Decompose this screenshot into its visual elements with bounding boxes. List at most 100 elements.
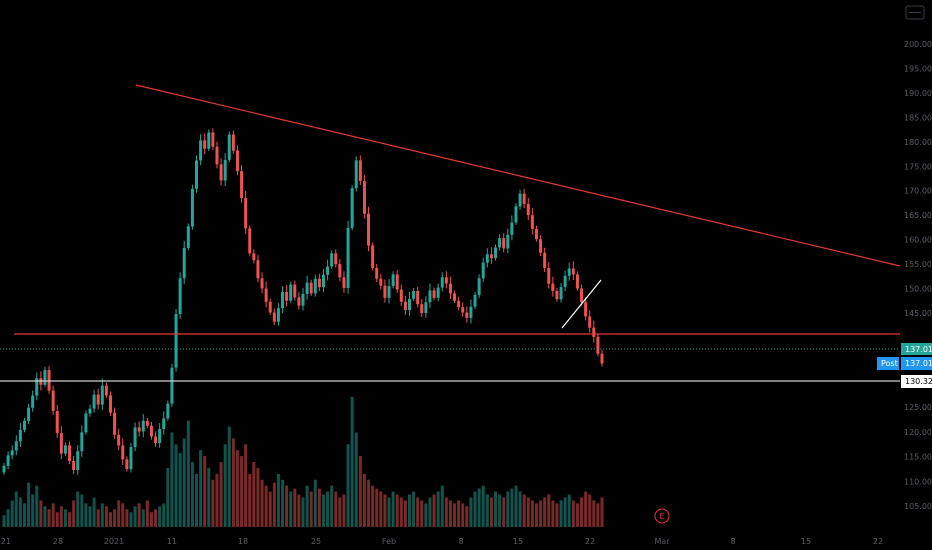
candle-body — [375, 268, 379, 279]
x-axis-tick: 15 — [801, 537, 811, 546]
candle-body — [203, 140, 207, 149]
candle-body — [551, 283, 555, 291]
volume-bar — [84, 503, 88, 527]
x-axis-tick: Feb — [382, 537, 396, 546]
volume-bar — [391, 491, 395, 527]
volume-bar — [461, 503, 465, 527]
candle-body — [207, 132, 211, 149]
candle-body — [379, 278, 383, 286]
volume-bar — [244, 444, 248, 527]
volume-bar — [63, 509, 67, 527]
candle-body — [567, 268, 571, 276]
candle-body — [588, 316, 592, 328]
candle-body — [506, 234, 510, 249]
volume-bar — [313, 479, 317, 527]
candle-body — [440, 277, 444, 288]
candle-body — [244, 198, 248, 229]
top-right-controls[interactable] — [905, 5, 925, 20]
volume-bar — [154, 509, 158, 527]
price-candles — [2, 128, 604, 475]
candle-body — [248, 228, 252, 254]
y-axis-tick: 155.00 — [904, 260, 932, 269]
y-axis-tick: 195.00 — [904, 64, 932, 73]
volume-bar — [170, 432, 174, 527]
candle-body — [416, 290, 420, 305]
candle-body — [305, 282, 309, 294]
candle-body — [575, 274, 579, 289]
volume-bar — [407, 494, 411, 527]
volume-bar — [55, 512, 59, 527]
settings-icon[interactable] — [905, 5, 925, 20]
x-axis-tick: 15 — [513, 537, 523, 546]
candle-body — [264, 288, 268, 302]
candle-body — [367, 213, 371, 246]
volume-bar — [539, 500, 543, 527]
volume-bar — [448, 500, 452, 527]
volume-bar — [158, 506, 162, 527]
candle-body — [108, 395, 112, 413]
last-price-label: 137.01 — [905, 345, 932, 354]
candle-body — [195, 160, 199, 189]
volume-bar — [47, 509, 51, 527]
candle-body — [14, 441, 18, 451]
x-axis-tick: 22 — [585, 537, 595, 546]
volume-bar — [195, 473, 199, 527]
volume-bar — [477, 488, 481, 527]
volume-bar — [440, 485, 444, 527]
candle-body — [539, 239, 543, 253]
volume-bar — [227, 426, 231, 527]
volume-bar — [498, 494, 502, 527]
post-price-label: 137.01 — [905, 359, 932, 368]
volume-bar — [256, 467, 260, 527]
volume-bar — [121, 503, 125, 527]
candle-body — [358, 160, 362, 181]
candle-body — [211, 132, 215, 147]
candle-body — [10, 450, 14, 456]
volume-bar — [289, 491, 293, 527]
candle-body — [113, 412, 117, 435]
volume-bar — [59, 506, 63, 527]
candle-body — [436, 287, 440, 298]
volume-bar — [125, 509, 129, 527]
candle-body — [543, 252, 547, 269]
trendlines-layer — [0, 84, 901, 382]
volume-bar — [100, 503, 104, 527]
volume-bar — [301, 497, 305, 527]
volume-bar — [526, 497, 530, 527]
volume-bar — [559, 500, 563, 527]
y-axis-tick: 175.00 — [904, 162, 932, 171]
volume-bar — [80, 494, 84, 527]
volume-bar — [129, 512, 133, 527]
volume-bar — [199, 450, 203, 527]
volume-bar — [334, 491, 338, 527]
candle-body — [317, 278, 321, 288]
candle-body — [534, 228, 538, 240]
volume-bar — [444, 497, 448, 527]
volume-bar — [412, 491, 416, 527]
y-axis-tick: 165.00 — [904, 211, 932, 220]
volume-bar — [31, 494, 35, 527]
candle-body — [502, 238, 506, 249]
volume-bar — [395, 494, 399, 527]
volume-bar — [309, 491, 313, 527]
earnings-marker[interactable]: E — [654, 508, 670, 524]
volume-bar — [162, 503, 166, 527]
descending-resistance-line[interactable] — [135, 84, 901, 267]
volume-bar — [600, 497, 604, 527]
x-axis: 21 28 2021 11 18 25 Feb 8 15 22 Mar 8 15 22 — [1, 537, 883, 546]
candle-body — [145, 420, 149, 426]
volume-bar — [534, 503, 538, 527]
volume-bar — [2, 515, 6, 527]
post-badge-label: Post — [881, 359, 898, 368]
y-axis-tick: 190.00 — [904, 89, 932, 98]
candle-body — [227, 134, 231, 160]
candle-body — [190, 188, 194, 227]
candle-body — [600, 353, 604, 364]
candle-body — [31, 395, 35, 408]
short-rising-line[interactable] — [561, 279, 602, 329]
candle-body — [469, 306, 473, 318]
candle-body — [346, 227, 350, 289]
candle-body — [465, 312, 469, 318]
